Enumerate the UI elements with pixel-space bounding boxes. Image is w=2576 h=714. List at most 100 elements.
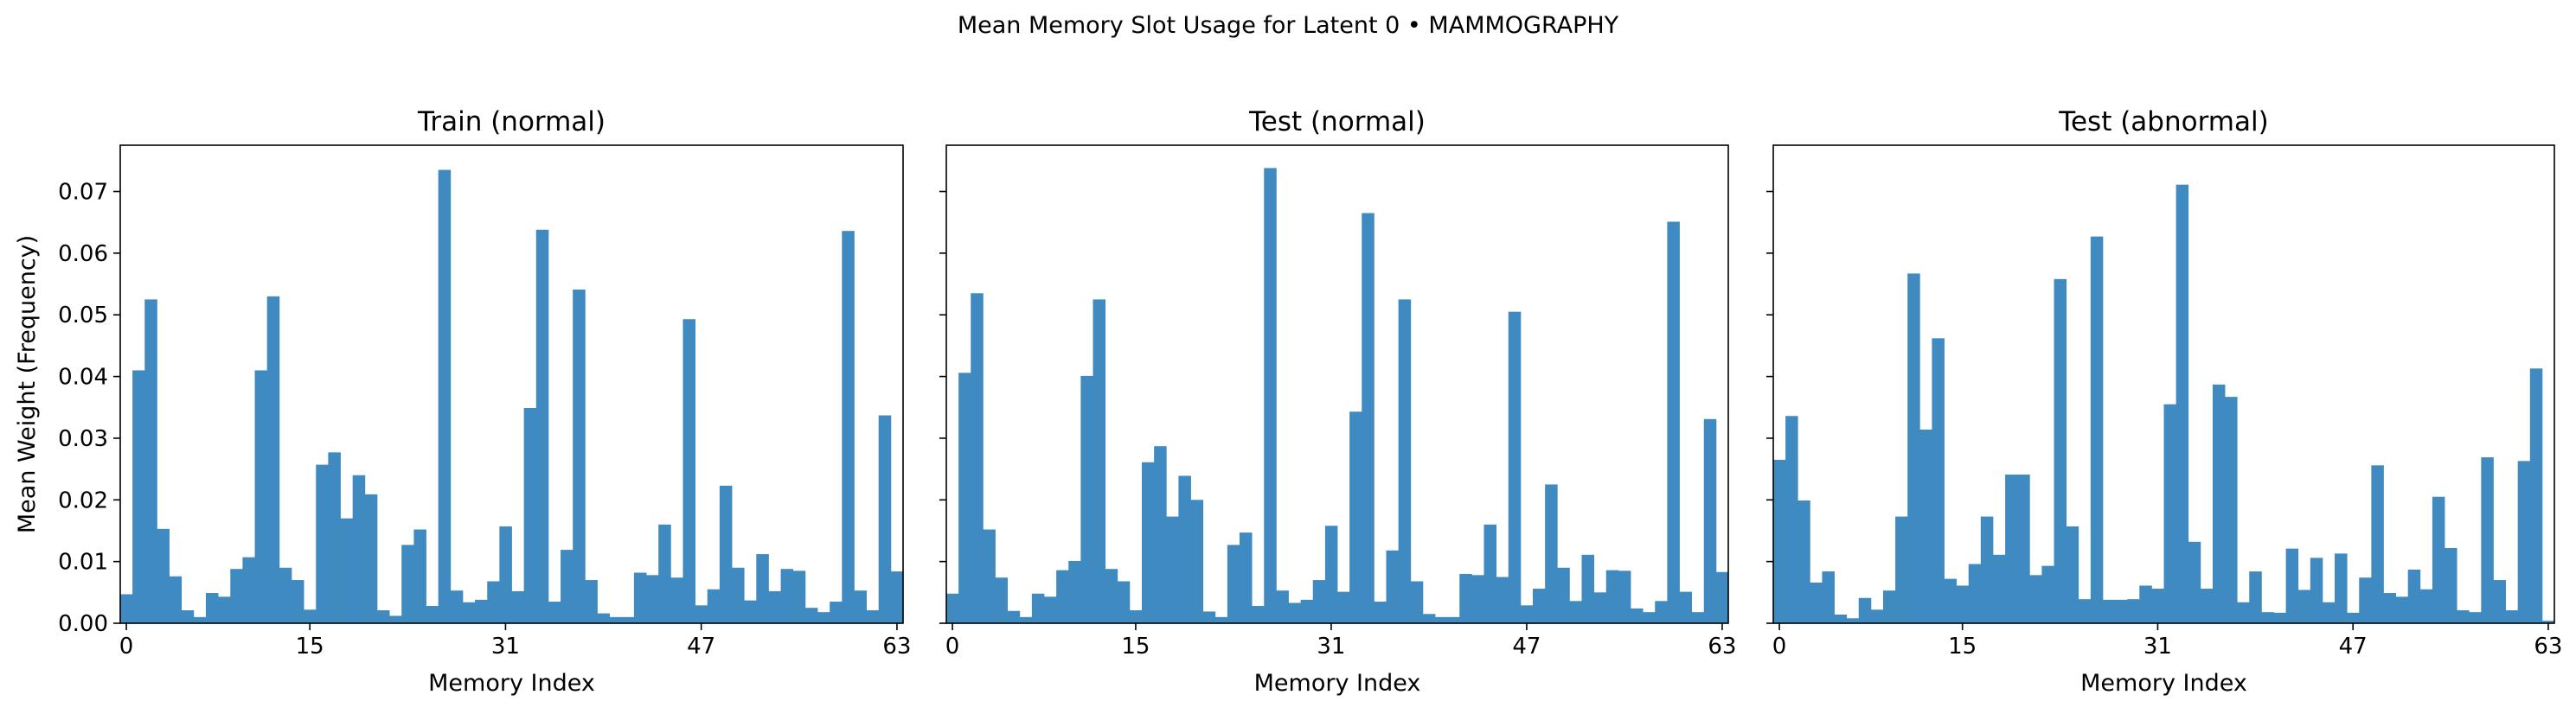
x-tick-label: 63 <box>2534 634 2562 660</box>
bar-45 <box>2322 602 2336 623</box>
bar-53 <box>768 590 781 623</box>
bar-2 <box>1797 500 1810 623</box>
x-axis-label: Memory Index <box>428 670 595 697</box>
bar-1 <box>1785 416 1798 623</box>
bar-13 <box>1932 338 1945 623</box>
bar-58 <box>830 602 843 623</box>
bar-62 <box>2529 368 2543 623</box>
bar-38 <box>2237 602 2250 623</box>
bar-1 <box>132 370 145 623</box>
bar-9 <box>1056 570 1069 623</box>
bar-10 <box>1895 516 1908 623</box>
bar-40 <box>1435 616 1448 623</box>
bar-7 <box>1031 593 1045 623</box>
x-tick-label: 31 <box>2143 634 2172 660</box>
bar-59 <box>842 231 855 623</box>
bar-37 <box>573 289 586 623</box>
bar-61 <box>2517 461 2531 623</box>
bar-37 <box>1398 299 1412 623</box>
bar-15 <box>304 609 317 623</box>
bar-43 <box>2297 590 2311 623</box>
bar-52 <box>2407 569 2421 623</box>
bar-4 <box>995 577 1009 623</box>
bar-53 <box>1593 592 1607 623</box>
bar-3 <box>983 529 996 623</box>
bar-5 <box>181 610 195 623</box>
bar-13 <box>1105 569 1118 623</box>
bar-27 <box>2102 599 2116 623</box>
bar-18 <box>1166 516 1179 623</box>
bar-55 <box>1618 571 1631 623</box>
bar-20 <box>2017 475 2030 623</box>
bar-6 <box>1019 616 1033 623</box>
x-tick-label: 15 <box>296 634 324 660</box>
bar-62 <box>878 415 892 623</box>
bar-61 <box>866 610 880 623</box>
subplot-title: Test (abnormal) <box>2058 106 2268 137</box>
bar-22 <box>1214 616 1228 623</box>
bar-38 <box>585 580 598 623</box>
bar-32 <box>2163 404 2177 623</box>
bar-23 <box>401 545 414 623</box>
bar-16 <box>1968 564 1982 623</box>
bar-49 <box>1545 484 1558 623</box>
subplot-title: Train (normal) <box>417 106 606 137</box>
bar-58 <box>2481 457 2494 623</box>
bar-59 <box>2493 580 2506 623</box>
bar-38 <box>1410 581 1424 623</box>
bar-24 <box>413 529 426 623</box>
bar-29 <box>475 599 488 623</box>
bar-58 <box>1655 601 1668 623</box>
bar-2 <box>971 293 984 623</box>
bar-22 <box>2041 565 2054 623</box>
bar-54 <box>780 569 794 623</box>
bar-14 <box>291 580 304 623</box>
bar-48 <box>2359 577 2372 623</box>
bar-33 <box>523 407 537 623</box>
bar-17 <box>328 452 341 623</box>
bar-21 <box>2029 575 2042 623</box>
bar-51 <box>744 600 757 623</box>
bar-37 <box>2225 397 2238 623</box>
bar-42 <box>2285 548 2299 623</box>
bar-24 <box>2066 526 2079 623</box>
y-tick-label: 0.03 <box>58 426 108 452</box>
bar-24 <box>1240 532 1253 623</box>
y-tick-label: 0.02 <box>58 488 108 513</box>
subplot-1: 0.00 0.01 0.02 0.03 0.04 0.05 0.06 0.07 0 15 31 47 6… <box>14 106 911 697</box>
bar-34 <box>535 229 549 623</box>
bar-57 <box>817 612 830 623</box>
bar-19 <box>352 475 366 623</box>
bar-7 <box>205 593 219 623</box>
x-tick-label: 0 <box>119 634 134 660</box>
bar-17 <box>1154 446 1167 623</box>
bar-20 <box>364 494 378 623</box>
bar-7 <box>1858 597 1872 623</box>
bar-25 <box>2078 599 2092 623</box>
bar-47 <box>695 605 708 623</box>
bar-52 <box>1581 554 1595 623</box>
bar-9 <box>1882 590 1896 623</box>
bar-44 <box>2310 558 2323 623</box>
bar-30 <box>487 581 500 623</box>
bar-30 <box>2139 585 2152 623</box>
bar-47 <box>2347 612 2360 623</box>
bar-42 <box>633 572 647 623</box>
bar-21 <box>376 610 390 623</box>
bar-43 <box>646 575 659 623</box>
bar-31 <box>2151 589 2164 623</box>
bar-4 <box>169 576 183 623</box>
bar-48 <box>1533 589 1546 623</box>
x-axis-label: Memory Index <box>1254 670 1421 697</box>
bar-5 <box>1007 610 1021 623</box>
bar-57 <box>1643 612 1656 623</box>
bar-34 <box>2188 541 2201 623</box>
x-tick-label: 63 <box>1708 634 1736 660</box>
bar-50 <box>732 567 745 623</box>
bar-62 <box>1703 418 1717 623</box>
bar-8 <box>218 596 231 623</box>
bar-26 <box>438 169 452 624</box>
bar-52 <box>756 554 769 623</box>
bar-41 <box>2273 612 2286 623</box>
